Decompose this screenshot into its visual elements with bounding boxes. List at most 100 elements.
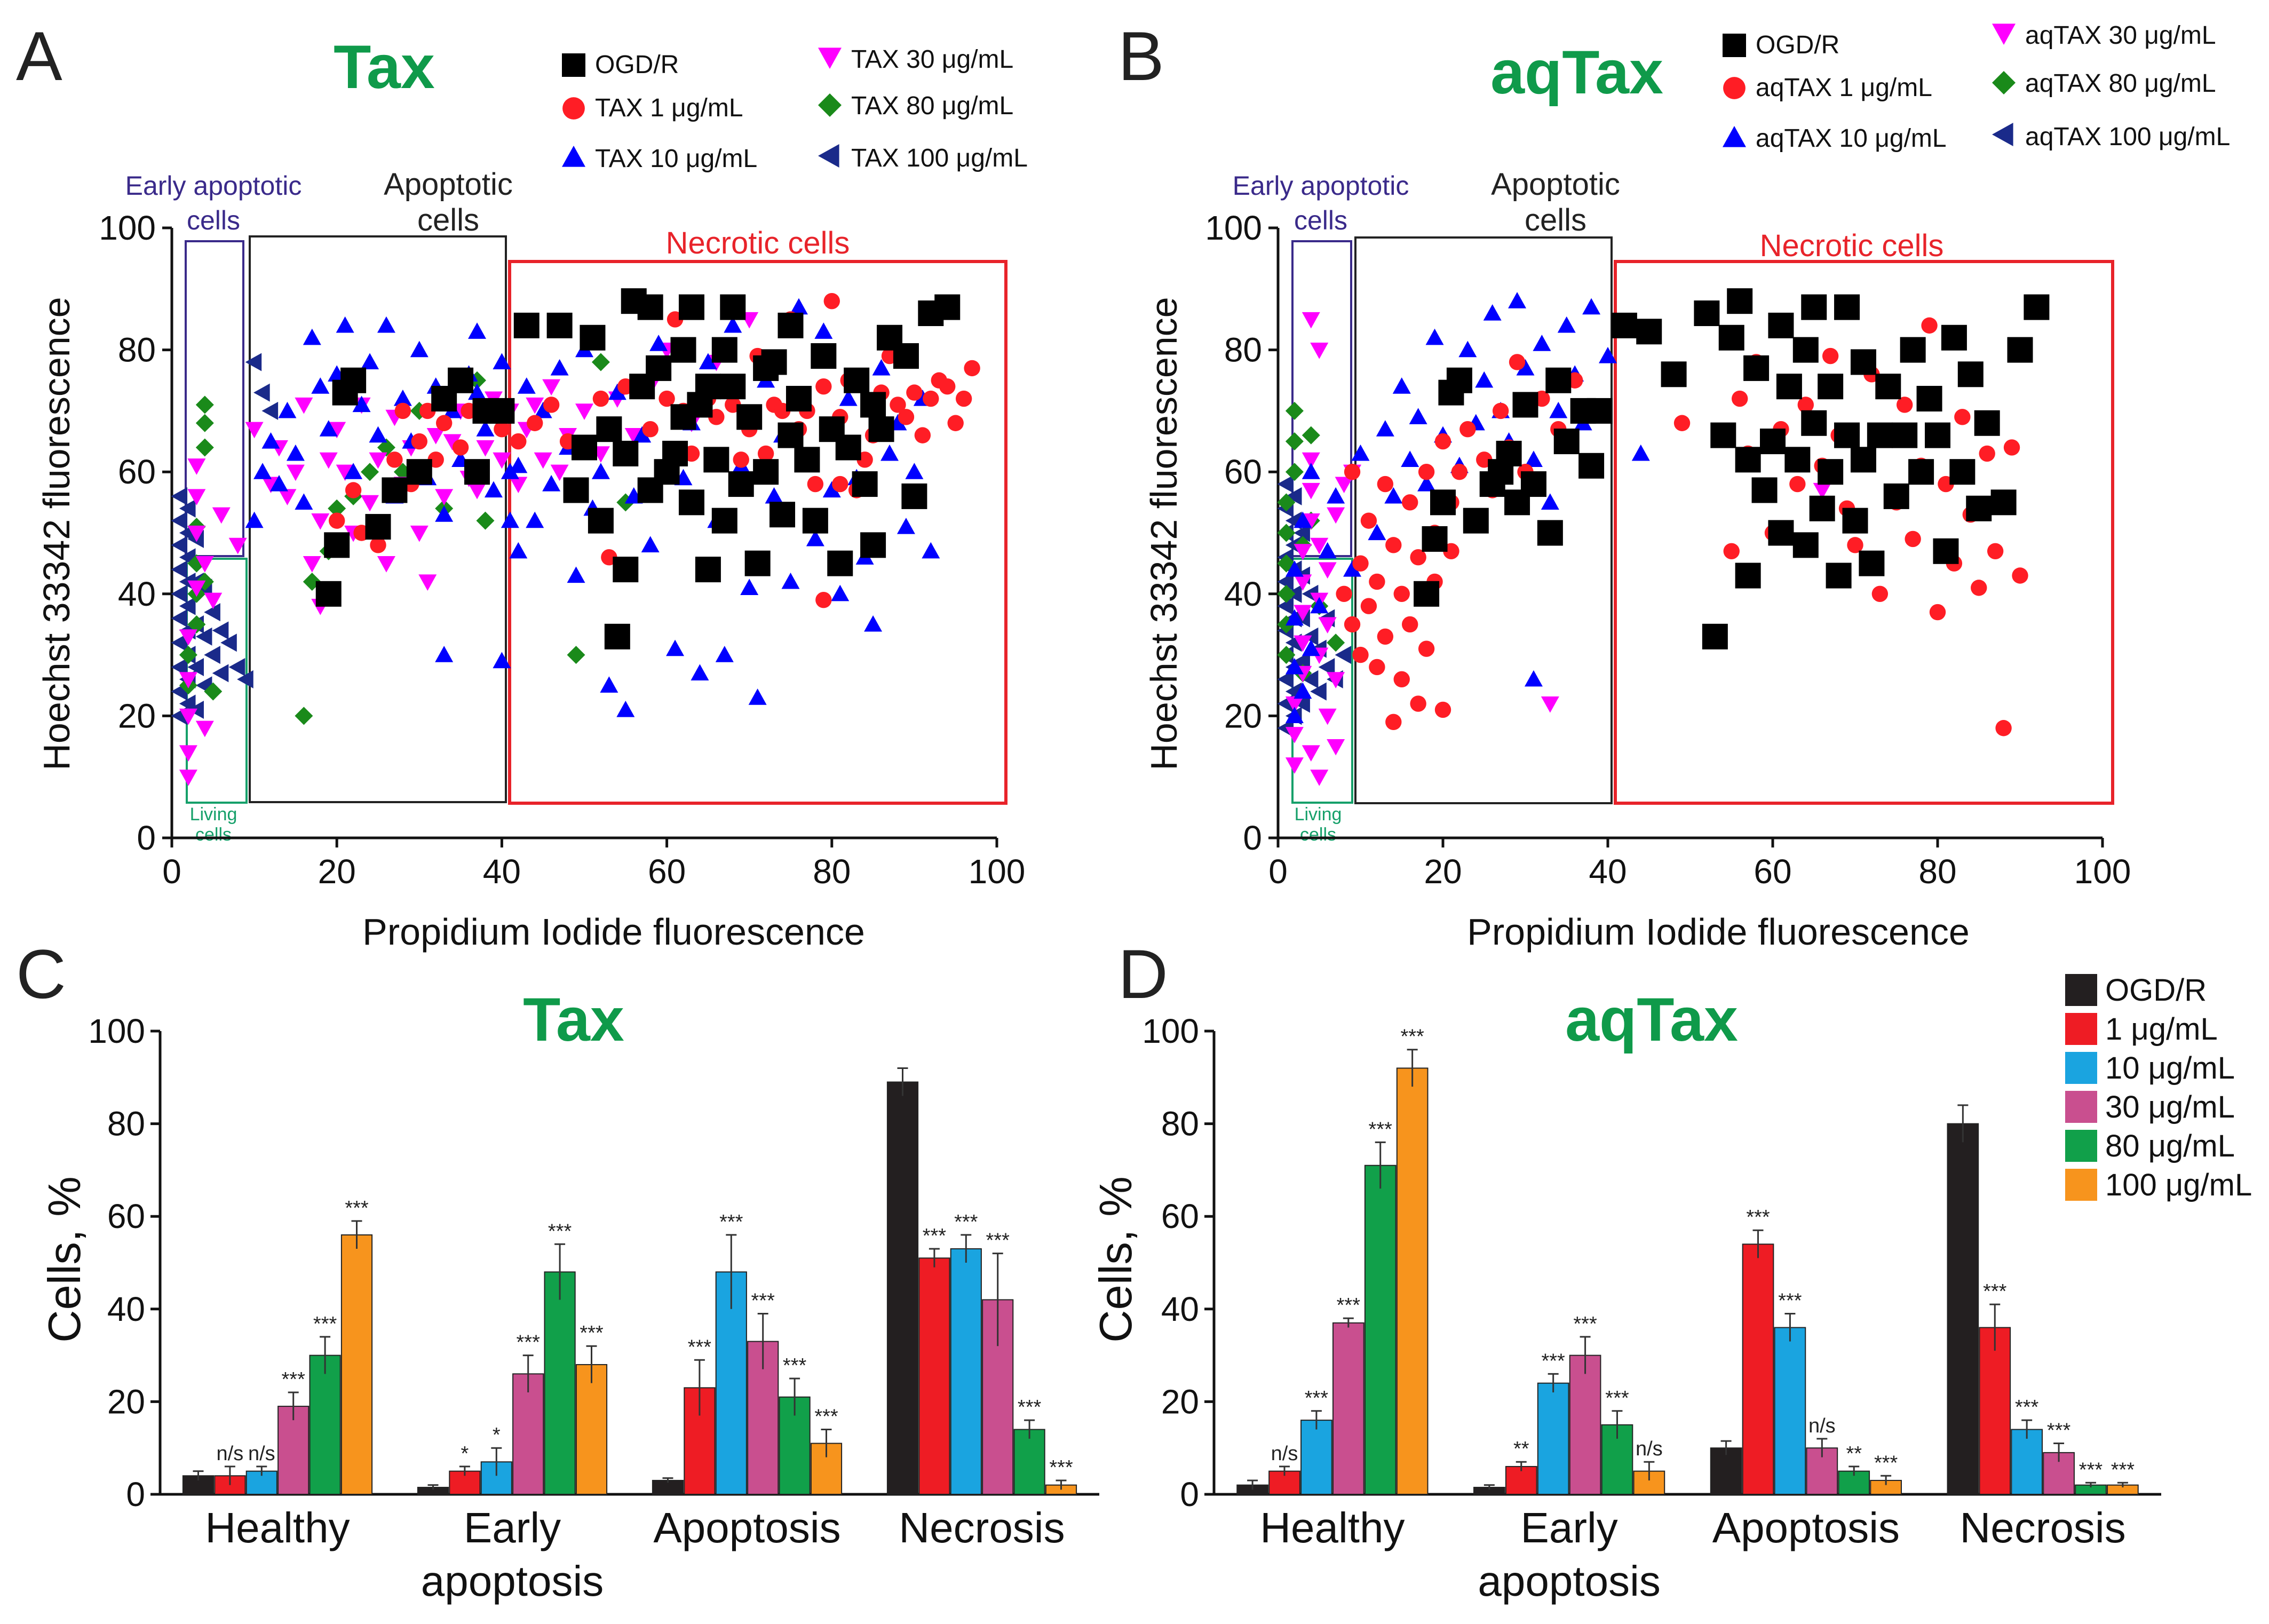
legend-marker <box>1992 23 2016 45</box>
bar <box>309 1354 341 1495</box>
data-point <box>204 603 220 622</box>
significance-label: *** <box>1778 1289 1802 1312</box>
data-point <box>1768 312 1794 338</box>
data-point <box>513 312 540 338</box>
data-point <box>839 390 858 406</box>
data-point <box>303 328 321 345</box>
data-point <box>245 422 264 439</box>
data-point <box>1310 682 1327 701</box>
bar-chart-c: 0 20 40 60 80 100 Healthy n/s n/s *** *** *** Early a… <box>88 1012 1099 1605</box>
data-point <box>1723 543 1740 559</box>
y-tick-label: 100 <box>99 209 156 247</box>
significance-label: *** <box>548 1220 572 1242</box>
data-point <box>361 495 379 512</box>
data-point <box>212 621 229 640</box>
legend-label: TAX 30 μg/mL <box>851 45 1013 74</box>
panel-letter-b: B <box>1118 17 1164 95</box>
data-point <box>1850 349 1876 375</box>
data-point <box>319 452 338 469</box>
living-label: Living <box>190 804 237 825</box>
data-point <box>860 532 886 558</box>
data-point <box>1352 646 1369 663</box>
data-point <box>1492 402 1509 419</box>
data-point <box>1418 640 1435 657</box>
bar <box>1396 1067 1429 1495</box>
data-point <box>1285 487 1302 505</box>
data-point <box>171 560 188 579</box>
bar-legend-item-100: 100 μg/mL <box>2065 1168 2252 1202</box>
significance-label: *** <box>688 1336 712 1358</box>
scatter-a-axes: 00 20 20 40 40 60 60 80 80 100 100 <box>99 209 1025 891</box>
data-point <box>1392 377 1411 394</box>
bar <box>2043 1452 2075 1495</box>
data-point <box>179 597 196 615</box>
bar-legend-item-30: 30 μg/mL <box>2065 1090 2235 1124</box>
bar-c-y-label: Cells, % <box>39 1176 90 1343</box>
data-point <box>245 511 264 528</box>
bar <box>1979 1327 2011 1495</box>
data-point <box>789 298 808 315</box>
data-point <box>1302 513 1320 530</box>
data-point <box>1277 493 1296 512</box>
data-point <box>641 536 660 552</box>
living-label-2: cells <box>195 825 232 845</box>
data-point <box>187 580 206 597</box>
significance-label: *** <box>282 1368 306 1391</box>
significance-label: * <box>461 1443 469 1465</box>
data-point <box>1385 714 1402 731</box>
significance-label: *** <box>517 1332 541 1354</box>
data-point <box>204 646 220 664</box>
data-point <box>1310 597 1329 614</box>
legend-label: TAX 1 μg/mL <box>595 94 743 122</box>
apoptotic-label-2: cells <box>1525 203 1586 237</box>
data-point <box>2003 439 2020 456</box>
data-point <box>261 477 280 494</box>
data-point <box>1277 670 1294 688</box>
y-tick-label: 80 <box>1161 1105 1199 1143</box>
significance-label: n/s <box>1636 1438 1663 1460</box>
data-point <box>171 633 188 652</box>
data-point <box>1508 292 1527 308</box>
significance-label: *** <box>313 1313 337 1335</box>
data-point <box>1277 475 1294 494</box>
data-point <box>534 452 552 469</box>
legend-swatch <box>2065 1052 2097 1084</box>
data-point <box>1673 415 1691 431</box>
data-point <box>572 434 597 461</box>
significance-label: *** <box>751 1289 775 1312</box>
data-point <box>827 550 853 576</box>
data-point <box>1377 628 1394 645</box>
bar <box>1537 1382 1569 1495</box>
data-point <box>370 537 386 553</box>
data-point <box>1458 340 1477 358</box>
data-point <box>890 397 906 413</box>
early-apoptotic-region-a <box>185 240 244 557</box>
data-point <box>1425 328 1444 345</box>
significance-label: *** <box>2111 1459 2135 1481</box>
data-point <box>914 427 931 443</box>
data-point <box>253 383 270 402</box>
data-point <box>1369 573 1385 590</box>
data-point <box>815 378 832 395</box>
category-label: apoptosis <box>421 1557 604 1605</box>
y-tick-label: 60 <box>107 1197 145 1235</box>
data-point <box>1979 445 1995 462</box>
panel-d-title: aqTax <box>1565 986 1738 1054</box>
significance-label: *** <box>923 1225 947 1247</box>
data-point <box>510 433 527 450</box>
data-point <box>171 609 188 628</box>
panel-c-title: Tax <box>523 986 624 1054</box>
bar <box>1569 1354 1601 1495</box>
data-point <box>328 422 346 439</box>
data-point <box>1385 537 1402 553</box>
data-point <box>1277 597 1294 615</box>
data-point <box>195 556 214 573</box>
data-point <box>187 525 206 542</box>
data-point <box>406 459 432 485</box>
data-point <box>527 415 543 431</box>
data-point <box>1974 410 2000 436</box>
data-point <box>662 440 688 466</box>
data-point <box>844 367 870 393</box>
bar <box>1774 1327 1806 1495</box>
bar <box>1838 1470 1870 1495</box>
